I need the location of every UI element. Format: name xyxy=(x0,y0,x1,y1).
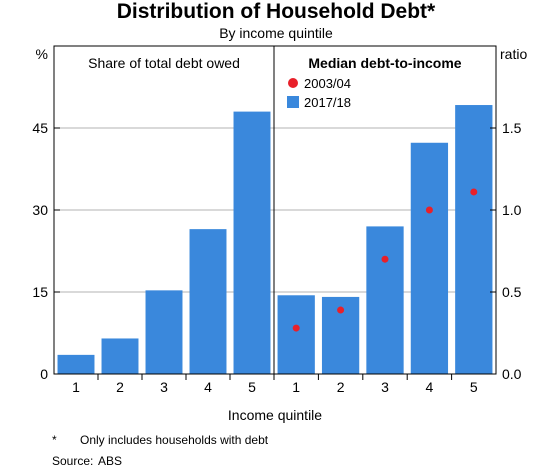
dots xyxy=(292,188,478,332)
y-tick-label: 1.5 xyxy=(502,120,522,136)
y-tick-label: 1.0 xyxy=(502,202,522,218)
x-tick-label: 5 xyxy=(248,379,256,395)
chart-title: Distribution of Household Debt* xyxy=(116,0,436,23)
x-tick-label: 5 xyxy=(470,379,478,395)
data-bar xyxy=(101,338,139,374)
panel-title: Share of total debt owed xyxy=(88,55,240,71)
source-text: ABS xyxy=(98,454,123,468)
x-tick-label: 3 xyxy=(381,379,389,395)
unit-label: ratio xyxy=(500,46,527,62)
data-bar xyxy=(410,142,449,374)
x-tick-label: 4 xyxy=(204,379,212,395)
data-dot xyxy=(470,188,478,196)
panel-title: Median debt-to-income xyxy=(308,55,461,71)
y-tick-label: 0 xyxy=(40,366,48,382)
data-bar xyxy=(366,226,404,374)
data-dot xyxy=(381,255,389,263)
legend-dot-marker xyxy=(288,78,298,88)
source-label: Source: xyxy=(52,454,94,468)
x-tick-label: 4 xyxy=(426,379,434,395)
bars xyxy=(57,105,493,374)
data-bar xyxy=(277,295,315,374)
x-axis-title: Income quintile xyxy=(228,407,322,423)
footnote-text: Only includes households with debt xyxy=(80,433,269,447)
y-tick-label: 45 xyxy=(32,120,48,136)
footnote-marker: * xyxy=(52,433,57,447)
data-dot xyxy=(337,306,345,314)
legend-label: 2017/18 xyxy=(304,95,351,110)
footnote: * Only includes households with debt xyxy=(52,433,268,447)
plot-border xyxy=(53,45,497,375)
y-tick-label: 30 xyxy=(32,202,48,218)
x-tick-label: 1 xyxy=(292,379,300,395)
plot-frame xyxy=(53,45,497,380)
y-tick-label: 0.0 xyxy=(502,366,522,382)
data-bar xyxy=(455,105,493,374)
legend-label: 2003/04 xyxy=(304,76,351,91)
data-bar xyxy=(189,229,227,374)
data-bar xyxy=(233,111,271,374)
y-tick-label: 15 xyxy=(32,284,48,300)
data-dot xyxy=(292,324,300,332)
legend-bar-swatch xyxy=(287,96,299,108)
x-tick-label: 3 xyxy=(160,379,168,395)
data-bar xyxy=(57,354,95,374)
source-note: Source: ABS xyxy=(52,454,122,468)
x-tick-label: 2 xyxy=(116,379,124,395)
chart-subtitle: By income quintile xyxy=(219,25,333,41)
y-tick-label: 0.5 xyxy=(502,284,522,300)
x-tick-label: 2 xyxy=(337,379,345,395)
data-bar xyxy=(145,290,183,374)
x-tick-label: 1 xyxy=(72,379,80,395)
unit-label: % xyxy=(36,46,48,62)
data-dot xyxy=(425,206,433,214)
